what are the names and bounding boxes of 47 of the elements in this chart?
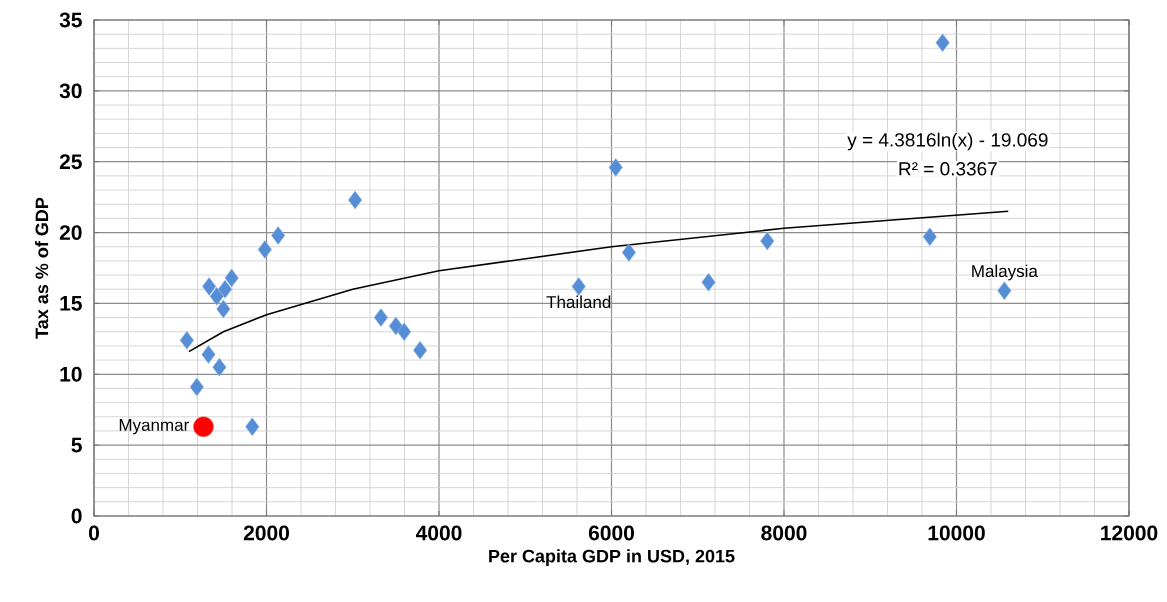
x-tick-label: 12000	[1101, 525, 1158, 541]
y-tick-label: 30	[59, 83, 82, 99]
point	[209, 287, 224, 306]
point	[271, 226, 286, 245]
point	[571, 277, 586, 296]
point	[348, 190, 363, 210]
y-tick-label: 20	[59, 225, 82, 240]
point	[202, 277, 217, 296]
point	[760, 231, 775, 251]
x-tick-label: 10000	[928, 525, 985, 541]
point	[216, 299, 231, 319]
point	[413, 340, 428, 360]
x-tick-label: 0	[89, 525, 99, 541]
point	[212, 357, 227, 377]
point	[224, 268, 239, 288]
point	[397, 322, 412, 342]
x-tick-label: 4000	[415, 525, 462, 541]
annotation: Malaysia	[972, 264, 1038, 281]
point	[922, 227, 937, 247]
y-tick-label: 0	[71, 508, 82, 524]
x-axis-title: Per Capita GDP in USD, 2015	[489, 549, 735, 567]
point	[608, 158, 623, 177]
x-tick-label: 2000	[243, 525, 289, 541]
y-tick-label: 5	[71, 437, 82, 453]
annotation: R² = 0.3367	[899, 162, 997, 176]
point	[373, 308, 389, 327]
x-tick-label: 6000	[588, 525, 634, 541]
point	[201, 345, 216, 364]
point	[621, 243, 636, 262]
y-axis-title: Tax as % of GDP	[35, 197, 49, 339]
point	[701, 272, 716, 292]
y-tick-label: 15	[60, 296, 82, 311]
point	[997, 281, 1012, 300]
annotation: Myanmar	[119, 419, 189, 435]
y-tick-label: 10	[60, 366, 82, 382]
y-tick-label: 35	[59, 12, 82, 28]
point	[179, 330, 194, 350]
x-tick-label: 8000	[761, 525, 807, 541]
annotation: Thailand	[546, 295, 611, 309]
point	[257, 240, 272, 259]
point	[189, 377, 204, 397]
point	[217, 279, 233, 299]
y-tick-label: 25	[59, 154, 82, 170]
annotation: y = 4.3816ln(x) - 19.069	[847, 132, 1048, 151]
point	[245, 417, 260, 437]
point	[935, 33, 950, 52]
point	[193, 416, 214, 438]
